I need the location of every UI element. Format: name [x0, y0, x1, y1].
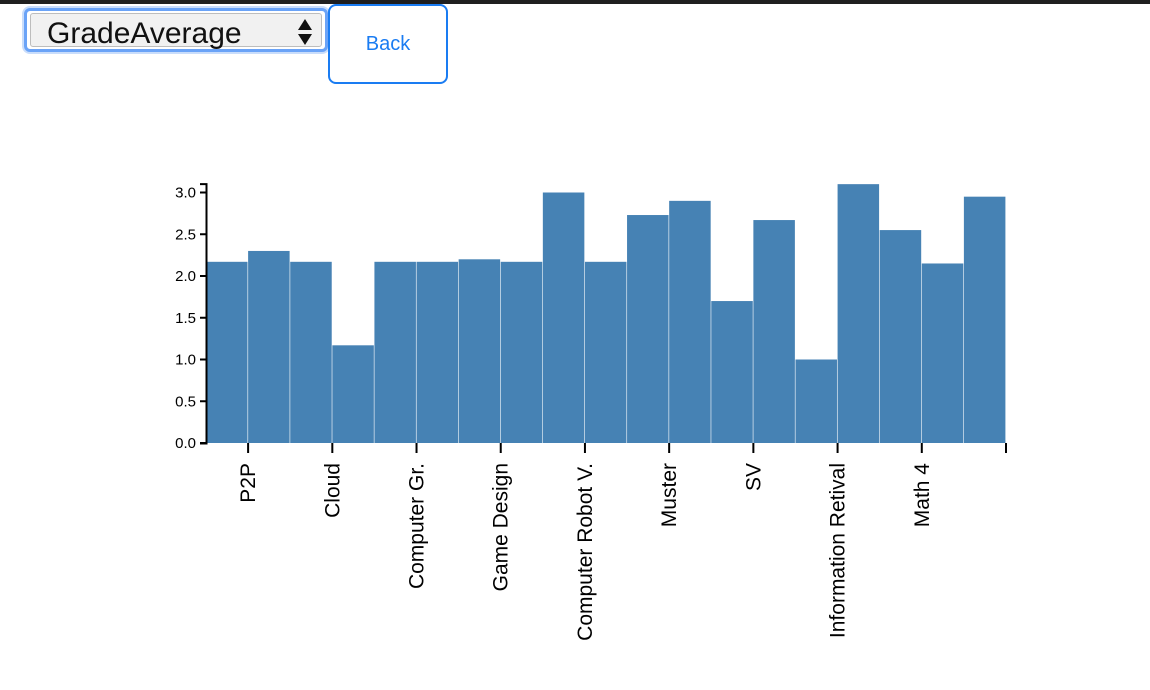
bar	[963, 196, 1006, 443]
x-tick-label: Cloud	[321, 463, 344, 518]
select-arrows-icon	[298, 19, 312, 45]
bar	[206, 261, 248, 443]
back-button[interactable]: Back	[328, 4, 448, 84]
y-tick-label: 1.5	[175, 310, 196, 327]
x-tick-label: Information Retival	[827, 463, 850, 638]
bar	[879, 230, 922, 443]
bar	[248, 250, 290, 443]
bar	[584, 261, 627, 443]
x-tick-label: Game Design	[490, 463, 513, 591]
x-axis: P2P Cloud Computer Gr. Game Design Computer …	[237, 443, 1007, 641]
y-tick-label: 2.5	[175, 226, 196, 243]
bar	[837, 184, 880, 443]
x-tick-label: Muster	[658, 463, 681, 527]
bar	[542, 192, 585, 443]
top-border	[0, 0, 1150, 4]
x-tick-label: Math 4	[911, 463, 934, 528]
bar	[416, 261, 459, 443]
bar	[458, 259, 501, 443]
bar	[332, 345, 374, 443]
bars-layer	[206, 184, 1006, 443]
metric-select-box[interactable]: GradeAverage	[30, 13, 322, 50]
bar	[627, 215, 669, 443]
y-axis-line	[200, 183, 208, 445]
metric-select-value: GradeAverage	[47, 17, 242, 50]
metric-select[interactable]: GradeAverage	[24, 8, 328, 52]
bar	[374, 261, 416, 443]
x-tick-label: SV	[742, 463, 765, 491]
x-tick-label: Computer Robot V.	[574, 463, 597, 641]
y-tick-label: 1.0	[175, 352, 196, 369]
bar	[795, 359, 837, 443]
bar	[921, 263, 964, 443]
bar	[711, 301, 753, 443]
bar	[753, 220, 795, 443]
y-tick-label: 3.0	[175, 185, 196, 202]
y-axis: 0.0 0.5 1.0 1.5 2.0 2.5 3.0	[175, 183, 208, 452]
x-tick-label: Computer Gr.	[406, 463, 429, 589]
x-tick-label: P2P	[237, 463, 260, 503]
bar	[500, 261, 543, 443]
bar	[290, 261, 332, 443]
y-tick-label: 0.0	[175, 435, 196, 452]
y-tick-label: 2.0	[175, 268, 196, 285]
y-tick-label: 0.5	[175, 393, 196, 410]
bar	[669, 200, 711, 443]
